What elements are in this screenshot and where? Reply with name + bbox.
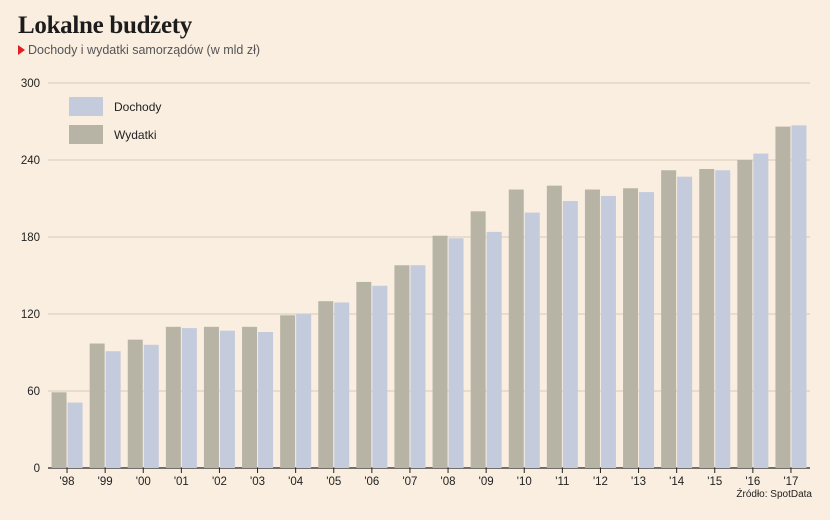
x-tick-label: '04 [288, 476, 304, 488]
bar-wydatki [737, 160, 753, 468]
bar-wydatki [470, 211, 486, 469]
legend-label-dochody: Dochody [114, 100, 161, 114]
chart-subtitle: Dochody i wydatki samorządów (w mld zł) [18, 43, 260, 57]
bar-dochody [639, 192, 655, 469]
x-tick-label: '14 [669, 476, 685, 488]
bar-dochody [296, 314, 312, 468]
chart-subtitle-text: Dochody i wydatki samorządów (w mld zł) [28, 43, 261, 57]
bar-wydatki [51, 392, 67, 468]
bar-dochody [562, 201, 578, 469]
bar-wydatki [584, 189, 600, 468]
bar-wydatki [280, 315, 296, 468]
bar-dochody [181, 328, 197, 468]
x-tick-label: '17 [783, 476, 798, 488]
bar-dochody [486, 231, 502, 468]
bar-dochody [600, 195, 616, 468]
bar-wydatki [356, 281, 372, 468]
bar-wydatki [165, 326, 181, 468]
x-tick-label: '00 [136, 476, 151, 488]
bar-dochody [715, 170, 731, 468]
x-tick-label: '15 [707, 476, 722, 488]
bar-dochody [791, 125, 807, 468]
y-tick-label: 120 [21, 309, 40, 321]
bar-dochody [143, 344, 159, 468]
bar-dochody [753, 153, 769, 469]
y-tick-label: 60 [27, 386, 40, 398]
bar-wydatki [623, 188, 639, 468]
bar-dochody [105, 351, 121, 468]
bar-dochody [524, 212, 540, 468]
x-tick-label: '02 [212, 476, 227, 488]
x-tick-label: '11 [555, 476, 569, 488]
bar-dochody [372, 285, 388, 468]
bar-wydatki [203, 326, 219, 468]
y-tick-label: 240 [21, 155, 40, 167]
bar-wydatki [546, 185, 562, 468]
x-tick-label: '98 [60, 476, 75, 488]
bar-wydatki [89, 343, 105, 468]
legend-swatch-dochody [69, 97, 103, 116]
bar-dochody [410, 265, 426, 468]
x-tick-label: '10 [517, 476, 532, 488]
x-tick-label: '12 [593, 476, 608, 488]
bar-wydatki [699, 168, 715, 468]
legend-swatch-wydatki [69, 125, 103, 144]
x-tick-label: '13 [631, 476, 646, 488]
bar-dochody [67, 402, 83, 468]
bar-dochody [448, 238, 464, 468]
bar-wydatki [127, 339, 143, 468]
bar-wydatki [661, 170, 677, 468]
source-note: Źródło: SpotData [736, 489, 812, 500]
bar-wydatki [318, 301, 334, 468]
x-tick-label: '01 [174, 476, 189, 488]
chart-title: Lokalne budżety [18, 12, 193, 39]
x-tick-label: '06 [364, 476, 379, 488]
x-tick-label: '03 [250, 476, 265, 488]
bar-dochody [219, 330, 235, 468]
bar-wydatki [508, 189, 524, 468]
x-tick-label: '08 [441, 476, 456, 488]
y-tick-label: 300 [21, 78, 40, 90]
triangle-marker-icon [18, 45, 25, 55]
x-tick-label: '05 [326, 476, 341, 488]
x-tick-label: '99 [98, 476, 113, 488]
x-tick-label: '09 [479, 476, 494, 488]
y-tick-label: 180 [21, 232, 40, 244]
bar-wydatki [775, 126, 791, 468]
bar-dochody [677, 176, 693, 468]
y-tick-label: 0 [34, 463, 40, 475]
bar-dochody [258, 331, 274, 468]
bar-dochody [334, 302, 350, 468]
bar-wydatki [242, 326, 258, 468]
x-tick-label: '07 [402, 476, 417, 488]
x-tick-label: '16 [745, 476, 760, 488]
bar-wydatki [394, 265, 410, 468]
legend-label-wydatki: Wydatki [114, 128, 157, 142]
bar-wydatki [432, 235, 448, 468]
